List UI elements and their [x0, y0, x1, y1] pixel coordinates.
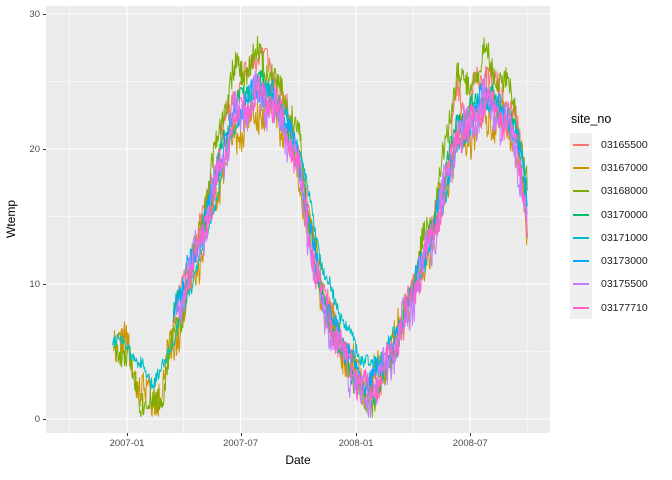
- legend-label: 03171000: [601, 231, 648, 244]
- legend-label: 03175500: [601, 278, 648, 291]
- y-tick-label: 30: [29, 8, 40, 20]
- legend-key-swatch: [570, 133, 592, 157]
- legend-item-03175500: 03175500: [570, 272, 648, 297]
- y-tick-mark: [43, 149, 46, 150]
- legend-key-swatch: [570, 249, 592, 273]
- legend-item-03177710: 03177710: [570, 296, 648, 320]
- y-axis-title: Wtemp: [4, 199, 18, 239]
- x-tick-mark: [127, 433, 128, 436]
- x-tick-label: 2007-01: [109, 438, 145, 449]
- legend-key-swatch: [570, 202, 592, 227]
- y-axis-title-wrap: Wtemp: [2, 200, 20, 238]
- x-tick-label: 2007-07: [223, 438, 258, 449]
- x-tick-mark: [470, 433, 472, 436]
- x-axis-title: Date: [285, 453, 311, 467]
- legend-item-03171000: 03171000: [570, 226, 648, 250]
- plot-panel: [46, 6, 550, 433]
- legend-label: 03165500: [601, 138, 648, 151]
- series-line-03175500: [175, 71, 528, 418]
- legend-key-swatch: [570, 272, 592, 297]
- legend-item-03170000: 03170000: [570, 202, 648, 227]
- legend: site_no 03165500 03167000 03168000 03170000…: [570, 112, 648, 320]
- legend-label: 03167000: [601, 161, 648, 174]
- y-tick-label: 10: [29, 278, 40, 290]
- y-tick-label: 20: [29, 143, 40, 155]
- legend-key-line: [573, 283, 589, 286]
- legend-key-line: [573, 166, 589, 169]
- legend-title: site_no: [571, 112, 612, 126]
- legend-key-line: [573, 306, 589, 309]
- x-tick-label: 2008-01: [338, 438, 374, 449]
- legend-label: 03177710: [601, 301, 648, 314]
- legend-item-03165500: 03165500: [570, 133, 648, 157]
- legend-key-line: [573, 190, 589, 193]
- legend-label: 03170000: [601, 208, 648, 221]
- legend-key-swatch: [570, 226, 592, 250]
- legend-key-line: [573, 213, 589, 216]
- legend-item-03167000: 03167000: [570, 156, 648, 180]
- y-tick-label: 0: [34, 413, 40, 425]
- y-tick-mark: [43, 14, 46, 15]
- x-tick-mark: [356, 433, 357, 436]
- legend-key-swatch: [570, 296, 592, 320]
- x-tick-label: 2008-07: [452, 438, 488, 449]
- legend-item-03168000: 03168000: [570, 179, 648, 203]
- legend-rows: 03165500 03167000 03168000 03170000 03171000…: [570, 133, 648, 320]
- y-tick-mark: [43, 419, 46, 420]
- series-line-03177710: [183, 76, 528, 403]
- legend-key-swatch: [570, 156, 592, 180]
- x-tick-mark: [240, 433, 242, 436]
- legend-label: 03168000: [601, 185, 648, 198]
- legend-key-swatch: [570, 179, 592, 203]
- y-tick-mark: [43, 284, 46, 285]
- legend-key-line: [573, 143, 589, 146]
- legend-item-03173000: 03173000: [570, 249, 648, 273]
- legend-key-line: [573, 260, 589, 263]
- legend-label: 03173000: [601, 255, 648, 268]
- legend-key-line: [573, 236, 589, 239]
